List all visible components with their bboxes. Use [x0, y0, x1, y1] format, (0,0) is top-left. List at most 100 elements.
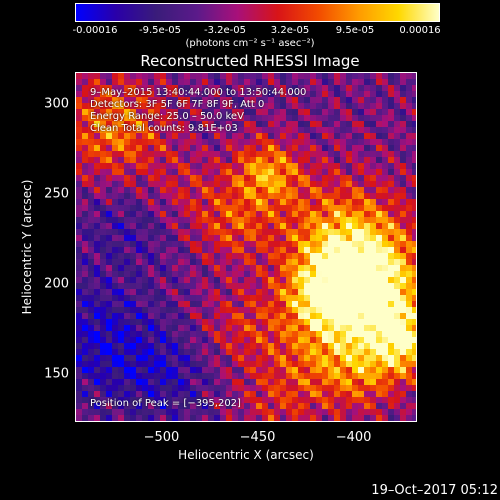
heatmap-cell — [274, 211, 280, 217]
heatmap-cell — [214, 91, 220, 97]
heatmap-cell — [280, 223, 286, 229]
heatmap-cell — [232, 139, 238, 145]
heatmap-cell — [76, 337, 82, 343]
heatmap-cell — [166, 109, 172, 115]
heatmap-cell — [328, 403, 334, 409]
heatmap-cell — [214, 367, 220, 373]
heatmap-cell — [202, 199, 208, 205]
heatmap-cell — [292, 355, 298, 361]
heatmap-cell — [190, 169, 196, 175]
heatmap-cell — [232, 235, 238, 241]
heatmap-cell — [214, 325, 220, 331]
heatmap-cell — [190, 391, 196, 397]
heatmap-cell — [358, 391, 364, 397]
heatmap-cell — [88, 373, 94, 379]
heatmap-cell — [136, 283, 142, 289]
heatmap-cell — [220, 127, 226, 133]
heatmap-cell — [316, 343, 322, 349]
heatmap-cell — [334, 97, 340, 103]
heatmap-cell — [268, 181, 274, 187]
heatmap-cell — [388, 385, 394, 391]
heatmap-cell — [100, 367, 106, 373]
heatmap-cell — [184, 385, 190, 391]
heatmap-cell — [292, 337, 298, 343]
heatmap-cell — [142, 241, 148, 247]
heatmap-cell — [394, 199, 400, 205]
heatmap-cell — [82, 409, 88, 415]
heatmap-cell — [166, 223, 172, 229]
heatmap-cell — [220, 211, 226, 217]
heatmap-cell — [190, 373, 196, 379]
heatmap-cell — [112, 217, 118, 223]
heatmap-cell — [130, 403, 136, 409]
heatmap-cell — [124, 397, 130, 403]
heatmap-cell — [364, 151, 370, 157]
heatmap-cell — [244, 259, 250, 265]
heatmap-cell — [142, 379, 148, 385]
heatmap-cell — [142, 73, 148, 79]
heatmap-cell — [148, 295, 154, 301]
heatmap-cell — [226, 187, 232, 193]
heatmap-cell — [304, 127, 310, 133]
heatmap-cell — [370, 151, 376, 157]
heatmap-cell — [346, 367, 352, 373]
heatmap-cell — [190, 415, 196, 421]
heatmap-cell — [136, 157, 142, 163]
heatmap-cell — [298, 133, 304, 139]
heatmap-cell — [136, 211, 142, 217]
heatmap-cell — [130, 391, 136, 397]
heatmap-cell — [322, 337, 328, 343]
heatmap-cell — [298, 103, 304, 109]
heatmap-cell — [112, 259, 118, 265]
heatmap-cell — [214, 307, 220, 313]
heatmap-cell — [184, 133, 190, 139]
heatmap-cell — [388, 415, 394, 421]
heatmap-cell — [334, 139, 340, 145]
heatmap-cell — [238, 151, 244, 157]
heatmap-cell — [292, 367, 298, 373]
heatmap-cell — [196, 235, 202, 241]
heatmap-cell — [112, 403, 118, 409]
heatmap-cell — [190, 229, 196, 235]
heatmap-cell — [304, 163, 310, 169]
heatmap-cell — [298, 361, 304, 367]
heatmap-cell — [160, 103, 166, 109]
heatmap-cell — [304, 331, 310, 337]
heatmap-cell — [388, 199, 394, 205]
heatmap-cell — [220, 169, 226, 175]
heatmap-cell — [406, 157, 412, 163]
heatmap-cell — [214, 241, 220, 247]
heatmap-cell — [364, 205, 370, 211]
heatmap-cell — [274, 91, 280, 97]
heatmap-cell — [196, 85, 202, 91]
heatmap-cell — [364, 271, 370, 277]
heatmap-cell — [166, 331, 172, 337]
heatmap-cell — [298, 127, 304, 133]
heatmap-cell — [370, 187, 376, 193]
heatmap-cell — [112, 79, 118, 85]
heatmap-cell — [76, 295, 82, 301]
heatmap-cell — [328, 181, 334, 187]
heatmap-cell — [88, 319, 94, 325]
heatmap-cell — [76, 283, 82, 289]
heatmap-cell — [250, 325, 256, 331]
heatmap-cell — [328, 145, 334, 151]
heatmap-cell — [160, 301, 166, 307]
heatmap-cell — [190, 85, 196, 91]
heatmap-cell — [196, 223, 202, 229]
heatmap-cell — [202, 235, 208, 241]
heatmap-cell — [394, 337, 400, 343]
heatmap-cell — [118, 241, 124, 247]
heatmap-cell — [160, 385, 166, 391]
heatmap-cell — [148, 253, 154, 259]
heatmap-cell — [82, 259, 88, 265]
heatmap-cell — [112, 349, 118, 355]
heatmap-cell — [160, 259, 166, 265]
heatmap-cell — [190, 343, 196, 349]
heatmap-cell — [322, 97, 328, 103]
heatmap-cell — [124, 265, 130, 271]
heatmap-cell — [76, 121, 82, 127]
heatmap-cell — [190, 307, 196, 313]
heatmap-cell — [412, 163, 416, 169]
heatmap-cell — [214, 217, 220, 223]
